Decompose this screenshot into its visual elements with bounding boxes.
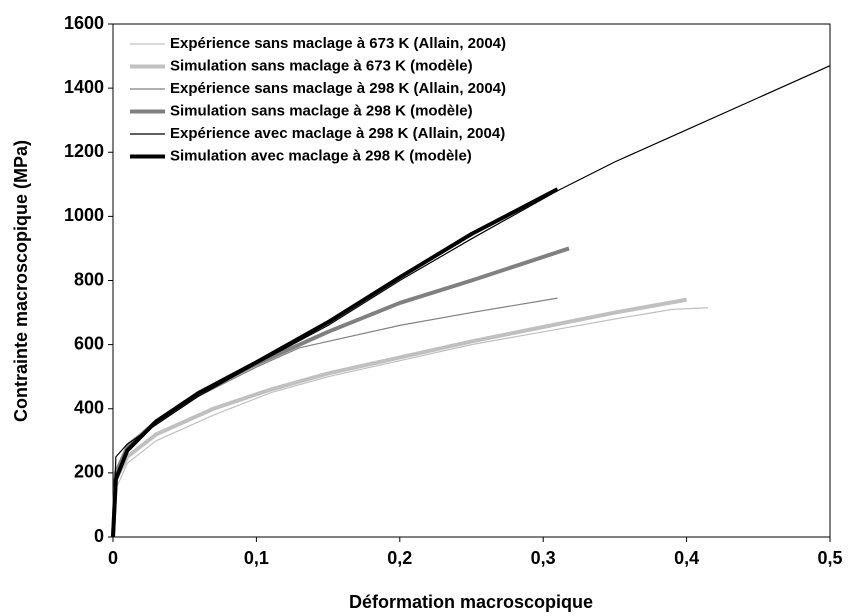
y-tick-label: 1600 — [64, 13, 104, 33]
series-line — [111, 187, 559, 538]
legend-label: Expérience sans maclage à 673 K (Allain,… — [170, 35, 506, 52]
legend-label: Expérience avec maclage à 298 K (Allain,… — [170, 125, 505, 142]
y-tick-label: 600 — [74, 333, 104, 353]
y-tick-label: 0 — [94, 526, 104, 546]
legend-label: Simulation sans maclage à 673 K (modèle) — [170, 57, 473, 74]
x-tick-label: 0,4 — [674, 548, 699, 568]
series-line — [111, 297, 687, 538]
series-line — [112, 307, 709, 538]
legend-label: Expérience sans maclage à 298 K (Allain,… — [170, 80, 506, 97]
y-tick-label: 400 — [74, 398, 104, 418]
y-tick-label: 1400 — [64, 77, 104, 97]
series-line — [111, 246, 570, 538]
x-axis-label: Déformation macroscopique — [349, 592, 593, 612]
x-tick-label: 0,5 — [817, 548, 842, 568]
series-line — [112, 297, 558, 538]
y-tick-label: 1200 — [64, 141, 104, 161]
x-tick-label: 0,3 — [531, 548, 556, 568]
y-tick-label: 200 — [74, 462, 104, 482]
y-tick-label: 1000 — [64, 205, 104, 225]
y-tick-label: 800 — [74, 269, 104, 289]
legend-label: Simulation sans maclage à 298 K (modèle) — [170, 102, 473, 119]
x-tick-label: 0 — [108, 548, 118, 568]
x-tick-label: 0,1 — [244, 548, 269, 568]
x-tick-label: 0,2 — [387, 548, 412, 568]
y-axis-label: Contrainte macroscopique (MPa) — [11, 140, 31, 422]
series-line — [112, 65, 831, 538]
legend-label: Simulation avec maclage à 298 K (modèle) — [170, 147, 472, 164]
